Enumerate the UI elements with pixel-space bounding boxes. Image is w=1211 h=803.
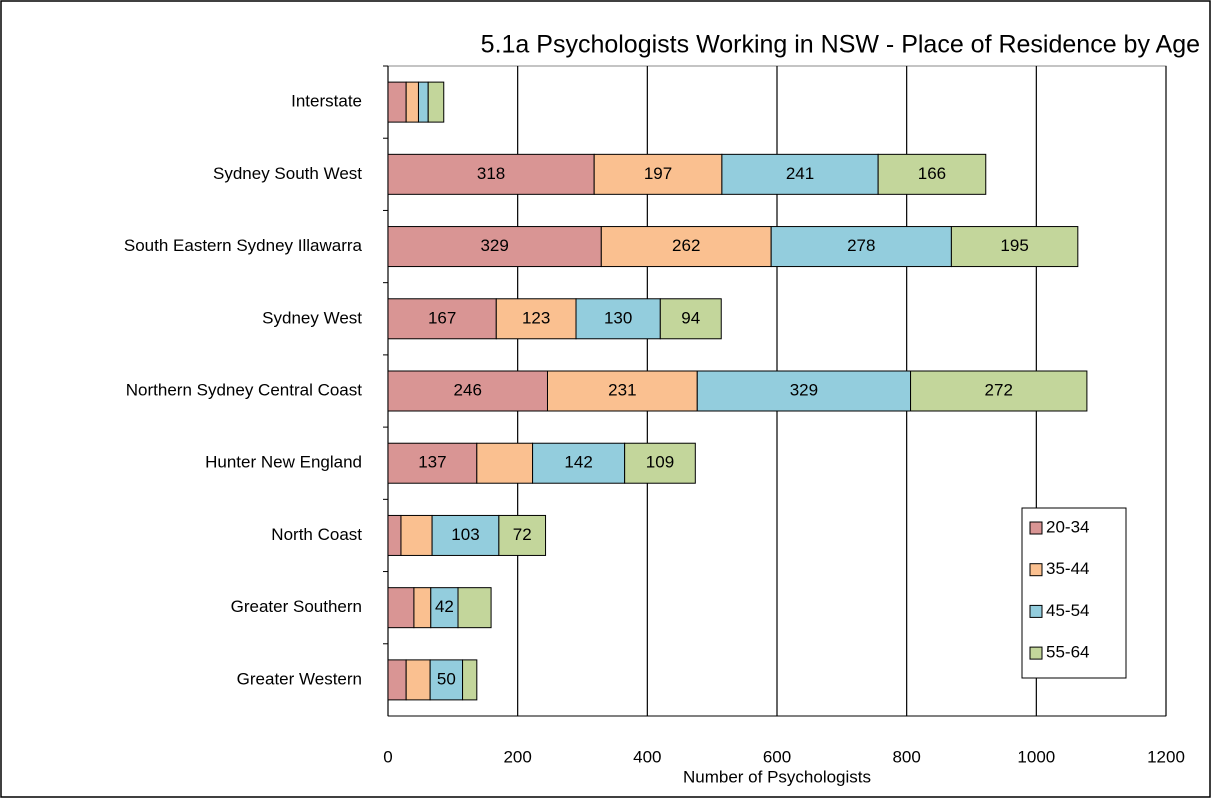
bar-segment [387, 81, 407, 123]
bar-segment [624, 442, 696, 484]
y-tick-label: Northern Sydney Central Coast [126, 380, 363, 399]
bar-segment [770, 226, 952, 268]
x-axis-label: Number of Psychologists [683, 767, 871, 786]
legend-label: 55-64 [1046, 643, 1089, 662]
data-label: 72 [513, 525, 532, 544]
bar-segment [387, 587, 415, 629]
bar-segment [387, 659, 407, 701]
bar-segment [546, 370, 698, 412]
bar-segment [877, 153, 987, 195]
data-label: 166 [918, 164, 946, 183]
x-tick-label: 0 [383, 747, 392, 766]
bar-segment [430, 587, 459, 629]
data-label: 262 [672, 236, 700, 255]
bar-segment [387, 370, 548, 412]
bar-segment [427, 81, 445, 123]
bar-segment [495, 298, 577, 340]
bar-segment [387, 298, 497, 340]
y-tick-label: South Eastern Sydney Illawarra [124, 236, 363, 255]
bar-segment [696, 370, 912, 412]
data-label: 142 [564, 453, 592, 472]
y-tick-label: Hunter New England [205, 453, 362, 472]
bar-segment [405, 659, 431, 701]
data-label: 109 [646, 453, 674, 472]
bar-segment [659, 298, 722, 340]
y-tick-label: Greater Western [237, 669, 362, 688]
data-label: 197 [644, 164, 672, 183]
x-tick-label: 1200 [1147, 747, 1185, 766]
bar-segment [721, 153, 879, 195]
y-tick-label: North Coast [271, 525, 362, 544]
legend-label: 20-34 [1046, 517, 1089, 536]
bar-segment [593, 153, 723, 195]
x-tick-label: 400 [633, 747, 661, 766]
data-label: 231 [608, 380, 636, 399]
bar-segment [950, 226, 1079, 268]
data-label: 318 [477, 164, 505, 183]
bar-segment [532, 442, 626, 484]
bar-segment [413, 587, 432, 629]
legend-label: 35-44 [1046, 559, 1089, 578]
data-label: 42 [435, 597, 454, 616]
data-label: 130 [604, 308, 632, 327]
data-label: 195 [1000, 236, 1028, 255]
data-label: 94 [681, 308, 700, 327]
bar-segment [400, 514, 433, 556]
bar-segment [417, 81, 429, 123]
bar-segment [910, 370, 1088, 412]
bar-segment [431, 514, 500, 556]
data-label: 103 [451, 525, 479, 544]
y-tick-label: Sydney South West [213, 164, 362, 183]
legend-swatch [1029, 604, 1043, 618]
data-label: 50 [437, 669, 456, 688]
bar-segment [476, 442, 534, 484]
bar-segment [462, 659, 478, 701]
bar-segment [429, 659, 464, 701]
x-tick-label: 200 [503, 747, 531, 766]
data-label: 329 [790, 380, 818, 399]
data-label: 241 [786, 164, 814, 183]
data-label: 278 [847, 236, 875, 255]
legend-swatch [1029, 563, 1043, 577]
legend-label: 45-54 [1046, 601, 1089, 620]
data-label: 137 [418, 453, 446, 472]
x-tick-label: 1000 [1017, 747, 1055, 766]
x-tick-label: 600 [763, 747, 791, 766]
bar-segment [457, 587, 492, 629]
chart-title: 5.1a Psychologists Working in NSW - Plac… [481, 31, 1200, 59]
y-tick-label: Sydney West [262, 308, 362, 327]
bar-segment [575, 298, 661, 340]
y-tick-label: Interstate [291, 92, 362, 111]
bar-segment [498, 514, 547, 556]
bar-segment [405, 81, 419, 123]
data-label: 123 [522, 308, 550, 327]
legend-swatch [1029, 646, 1043, 660]
bar-segment [387, 514, 402, 556]
data-label: 246 [454, 380, 482, 399]
legend-swatch [1029, 521, 1043, 535]
y-tick-label: Greater Southern [231, 597, 362, 616]
x-tick-label: 800 [892, 747, 920, 766]
data-label: 167 [428, 308, 456, 327]
bar-segment [387, 442, 478, 484]
data-label: 272 [985, 380, 1013, 399]
data-label: 329 [480, 236, 508, 255]
